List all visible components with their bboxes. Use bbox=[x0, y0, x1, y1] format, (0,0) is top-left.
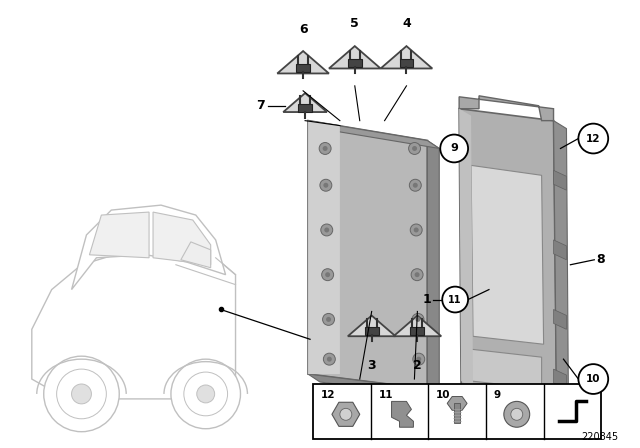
Polygon shape bbox=[72, 205, 225, 289]
Circle shape bbox=[44, 356, 119, 432]
Circle shape bbox=[324, 228, 329, 233]
Text: 8: 8 bbox=[596, 253, 605, 266]
Circle shape bbox=[196, 385, 214, 403]
Circle shape bbox=[440, 134, 468, 162]
Text: 10: 10 bbox=[436, 390, 451, 400]
Circle shape bbox=[412, 146, 417, 151]
Circle shape bbox=[411, 269, 423, 280]
Circle shape bbox=[413, 183, 418, 188]
Text: 11: 11 bbox=[378, 390, 393, 400]
Circle shape bbox=[415, 272, 420, 277]
Text: 3: 3 bbox=[367, 359, 376, 372]
Circle shape bbox=[412, 314, 424, 325]
Circle shape bbox=[323, 353, 335, 365]
Polygon shape bbox=[308, 374, 439, 397]
Polygon shape bbox=[471, 349, 541, 389]
Text: 12: 12 bbox=[586, 134, 600, 143]
Bar bbox=[410, 327, 424, 335]
Text: 10: 10 bbox=[586, 374, 600, 384]
Circle shape bbox=[413, 228, 419, 233]
Polygon shape bbox=[447, 396, 467, 410]
Bar bbox=[348, 59, 362, 67]
Circle shape bbox=[511, 408, 523, 420]
Polygon shape bbox=[332, 402, 360, 426]
Bar bbox=[313, 384, 601, 439]
Circle shape bbox=[323, 314, 335, 325]
Circle shape bbox=[72, 384, 92, 404]
Polygon shape bbox=[471, 165, 543, 344]
Text: 5: 5 bbox=[351, 17, 359, 30]
Polygon shape bbox=[329, 46, 381, 69]
Polygon shape bbox=[277, 51, 329, 73]
Circle shape bbox=[340, 408, 352, 420]
Text: 9: 9 bbox=[450, 143, 458, 154]
Polygon shape bbox=[308, 121, 439, 148]
Polygon shape bbox=[554, 240, 566, 260]
Bar bbox=[296, 64, 310, 72]
Text: 11: 11 bbox=[449, 294, 462, 305]
Bar bbox=[365, 327, 379, 335]
Polygon shape bbox=[554, 310, 566, 329]
Polygon shape bbox=[392, 401, 413, 427]
Polygon shape bbox=[459, 96, 554, 121]
Polygon shape bbox=[394, 315, 441, 336]
Text: 9: 9 bbox=[493, 390, 501, 400]
Polygon shape bbox=[459, 109, 557, 399]
Circle shape bbox=[184, 372, 228, 416]
Text: 1: 1 bbox=[422, 293, 431, 306]
Text: 220845: 220845 bbox=[581, 431, 618, 442]
Circle shape bbox=[410, 224, 422, 236]
Circle shape bbox=[413, 353, 425, 365]
Polygon shape bbox=[308, 121, 428, 389]
Circle shape bbox=[442, 287, 468, 312]
Circle shape bbox=[327, 357, 332, 362]
Circle shape bbox=[416, 357, 421, 362]
Text: 2: 2 bbox=[413, 359, 422, 372]
Polygon shape bbox=[284, 93, 327, 112]
Polygon shape bbox=[381, 46, 432, 69]
Circle shape bbox=[319, 142, 331, 155]
Circle shape bbox=[320, 179, 332, 191]
Polygon shape bbox=[90, 212, 149, 258]
Text: 7: 7 bbox=[257, 99, 266, 112]
Polygon shape bbox=[554, 369, 566, 389]
Bar bbox=[454, 403, 460, 423]
Circle shape bbox=[325, 272, 330, 277]
Circle shape bbox=[415, 317, 420, 322]
Polygon shape bbox=[181, 242, 211, 268]
Circle shape bbox=[504, 401, 530, 427]
Circle shape bbox=[326, 317, 331, 322]
Circle shape bbox=[410, 179, 421, 191]
Circle shape bbox=[323, 183, 328, 188]
Circle shape bbox=[408, 142, 420, 155]
Circle shape bbox=[57, 369, 106, 419]
Polygon shape bbox=[32, 250, 236, 399]
Circle shape bbox=[322, 269, 333, 280]
Circle shape bbox=[579, 124, 608, 154]
Circle shape bbox=[323, 146, 328, 151]
Circle shape bbox=[579, 364, 608, 394]
Polygon shape bbox=[554, 121, 568, 407]
Text: 12: 12 bbox=[321, 390, 335, 400]
Polygon shape bbox=[554, 170, 566, 190]
Circle shape bbox=[321, 224, 333, 236]
Text: 6: 6 bbox=[299, 23, 307, 36]
Polygon shape bbox=[308, 121, 340, 374]
Polygon shape bbox=[428, 141, 439, 397]
Polygon shape bbox=[153, 212, 211, 265]
Bar bbox=[298, 104, 312, 112]
Text: 4: 4 bbox=[402, 17, 411, 30]
Circle shape bbox=[171, 359, 241, 429]
Bar bbox=[399, 59, 413, 67]
Polygon shape bbox=[348, 315, 396, 336]
Polygon shape bbox=[459, 109, 473, 389]
